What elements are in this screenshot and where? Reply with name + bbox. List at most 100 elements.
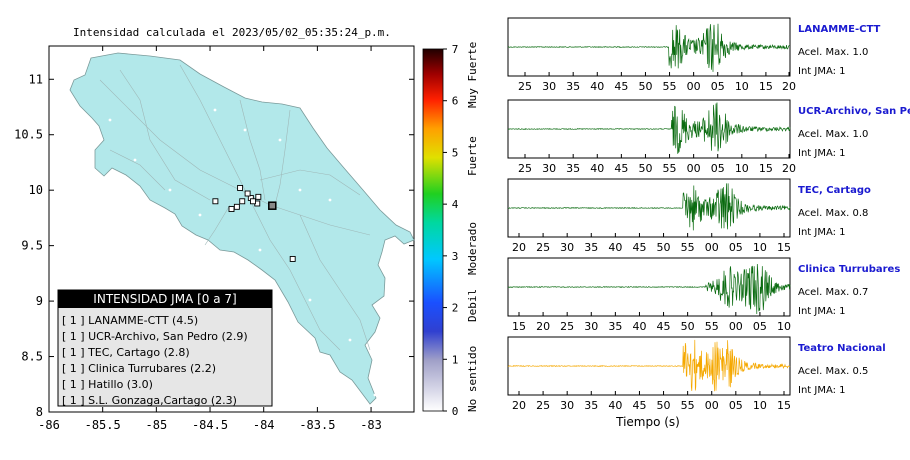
- station-name: UCR-Archivo, San Pedro: [798, 106, 910, 117]
- waveform-tick-label: 00: [705, 399, 719, 412]
- station-marker: [255, 193, 262, 200]
- waveform-tick-label: 20: [782, 80, 796, 93]
- waveform-tick-label: 10: [735, 162, 749, 175]
- map-x-tick-label: -85: [146, 418, 168, 432]
- station-accel: Acel. Max. 1.0: [798, 47, 868, 58]
- colorbar-ticks: 0 1 2 3 4 5 6 7: [443, 43, 459, 418]
- map-x-tick-label: -84: [253, 418, 275, 432]
- waveform-panels: 25 30 35 40 45 50 55 00 05 10 15 20 LANAMME-CTT Acel.…: [507, 17, 910, 412]
- station-marker-highlight: [268, 201, 277, 210]
- waveform-tick-label: 35: [584, 399, 598, 412]
- waveform-tick-label: 00: [687, 162, 701, 175]
- waveform-tick-label: 35: [608, 320, 622, 333]
- waveform-tick-label: 40: [608, 241, 622, 254]
- waveform-tick-label: 50: [638, 80, 652, 93]
- map-x-tick-label: -85.5: [85, 418, 121, 432]
- waveform-tick-label: 15: [777, 241, 791, 254]
- colorbar-label-no-sentido: No sentido: [466, 346, 479, 412]
- map-y-tick-label: 11: [29, 72, 43, 86]
- waveform-tick-label: 15: [777, 399, 791, 412]
- waveform-tick-label: 40: [590, 80, 604, 93]
- waveform-tick-label: 30: [560, 241, 574, 254]
- station-name: TEC, Cartago: [798, 185, 871, 196]
- waveform-tick-label: 40: [590, 162, 604, 175]
- waveform-tick-label: 20: [782, 162, 796, 175]
- waveform-tick-label: 25: [518, 80, 532, 93]
- waveform-panel: 25 30 35 40 45 50 55 00 05 10 15 20 LANAMME-CTT Acel.…: [507, 17, 880, 93]
- waveform-tick-label: 10: [753, 399, 767, 412]
- waveform-tick-label: 10: [753, 241, 767, 254]
- legend-header: [58, 290, 272, 308]
- waveform-tick-label: 00: [687, 80, 701, 93]
- waveform-tick-label: 30: [542, 162, 556, 175]
- town-dot: [243, 128, 247, 132]
- station-jma: Int JMA: 1: [798, 227, 846, 238]
- waveform-tick-label: 15: [759, 80, 773, 93]
- station-accel: Acel. Max. 0.5: [798, 366, 868, 377]
- station-accel: Acel. Max. 0.8: [798, 208, 868, 219]
- waveform-tick-label: 50: [657, 399, 671, 412]
- map-x-tick-label: -83.5: [299, 418, 335, 432]
- town-dot: [168, 188, 172, 192]
- colorbar-tick-label: 5: [452, 146, 459, 159]
- waveform-tick-label: 40: [632, 320, 646, 333]
- map-x-tick-label: -83: [360, 418, 382, 432]
- waveform-tick-label: 25: [560, 320, 574, 333]
- colorbar-tick-label: 4: [452, 198, 459, 211]
- costa-rica-landmass: [69, 52, 415, 405]
- waveform-tick-label: 15: [759, 162, 773, 175]
- waveform-tick-label: 20: [536, 320, 550, 333]
- waveform-panel: 25 30 35 40 45 50 55 00 05 10 15 20 UCR-Archivo, San…: [507, 99, 910, 175]
- station-marker: [228, 206, 235, 212]
- waveform-panel: 15 20 25 30 35 40 45 50 55 00 05 10 Clinica Turrubar…: [507, 257, 900, 333]
- intensity-legend: INTENSIDAD JMA [0 a 7] [ 1 ] LANAMME-CTT…: [57, 289, 273, 407]
- legend-item-turrubares: [ 1 ] Clinica Turrubares (2.2): [62, 362, 216, 375]
- waveform-tick-label: 35: [584, 241, 598, 254]
- waveform-tick-label: 55: [663, 162, 677, 175]
- waveform-panel: 20 25 30 35 40 45 50 55 00 05 10 15 Teatro Nacional A…: [507, 336, 886, 412]
- station-marker: [289, 255, 296, 262]
- town-dot: [298, 188, 302, 192]
- station-marker: [233, 203, 240, 210]
- town-dot: [258, 248, 262, 252]
- legend-box: [57, 289, 273, 407]
- colorbar-tick-label: 2: [452, 302, 459, 315]
- town-dot: [308, 298, 312, 302]
- colorbar-tick-label: 0: [452, 405, 459, 418]
- waveform-tick-label: 00: [729, 320, 743, 333]
- station-marker: [244, 190, 251, 197]
- town-dot: [373, 393, 377, 397]
- waveform-tick-label: 20: [512, 399, 526, 412]
- station-accel: Acel. Max. 0.7: [798, 287, 868, 298]
- waveform-tick-label: 05: [711, 80, 725, 93]
- colorbar-label-debil: Debil: [466, 289, 479, 322]
- map-y-tick-label: 8: [36, 405, 43, 419]
- waveform-tick-label: 10: [777, 320, 791, 333]
- map-x-ticks: -86 -85.5 -85 -84.5 -84 -83.5 -83: [38, 46, 382, 432]
- station-name: Clinica Turrubares: [798, 264, 900, 275]
- waveform-trace: [507, 102, 791, 154]
- waveform-trace: [507, 23, 791, 72]
- waveform-tick-label: 50: [681, 320, 695, 333]
- waveform-tick-label: 30: [560, 399, 574, 412]
- waveform-trace: [507, 339, 791, 392]
- waveform-tick-label: 35: [566, 80, 580, 93]
- town-dot: [198, 213, 202, 217]
- colorbar-tick-label: 1: [452, 353, 459, 366]
- waveform-panel: 20 25 30 35 40 45 50 55 00 05 10 15 TEC, Cartago Acel…: [507, 178, 871, 254]
- town-dot: [213, 108, 217, 112]
- map-y-tick-label: 10.5: [14, 128, 43, 142]
- station-marker: [250, 198, 256, 205]
- map-stations: [108, 108, 377, 397]
- map-x-tick-label: -86: [38, 418, 60, 432]
- waveform-tick-label: 50: [638, 162, 652, 175]
- map-y-tick-label: 10: [29, 183, 43, 197]
- legend-title: INTENSIDAD JMA [0 a 7]: [93, 292, 236, 306]
- colorbar-gradient: [422, 48, 444, 412]
- waveform-tick-label: 45: [614, 162, 628, 175]
- waveform-tick-label: 25: [518, 162, 532, 175]
- station-marker: [237, 185, 244, 191]
- waveform-tick-label: 25: [536, 241, 550, 254]
- waveform-tick-label: 15: [512, 320, 526, 333]
